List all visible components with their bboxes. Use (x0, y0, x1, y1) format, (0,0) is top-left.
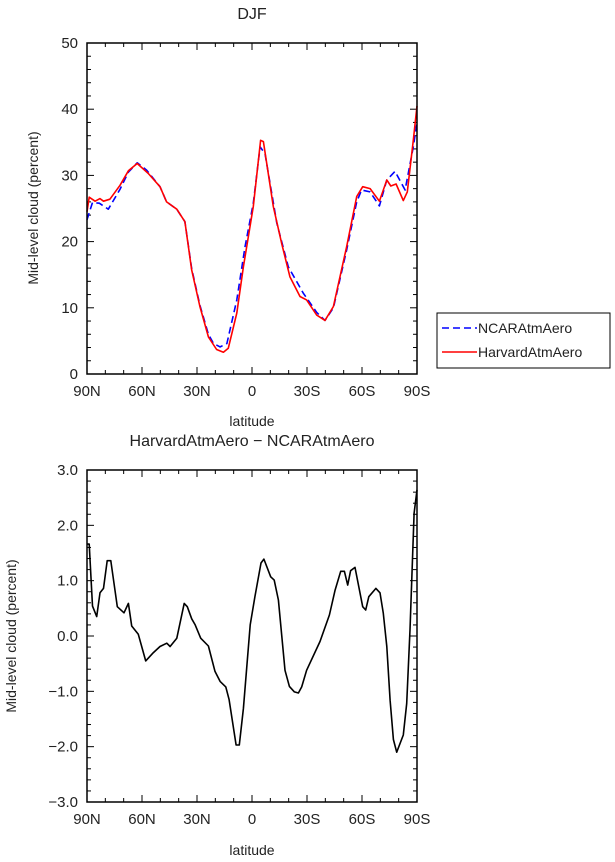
bottom-x-axis-label: latitude (229, 842, 274, 858)
legend-label-harvard: HarvardAtmAero (478, 344, 582, 360)
top-x-axis-label: latitude (229, 413, 274, 429)
y-tick-label: 30 (61, 167, 78, 184)
bottom-plot-frame (86, 469, 418, 803)
top-title: DJF (237, 6, 267, 23)
x-tick-label: 30N (183, 383, 211, 400)
x-tick-label: 60S (349, 811, 376, 828)
y-tick-label: −3.0 (48, 794, 78, 811)
legend: NCARAtmAero HarvardAtmAero (436, 312, 611, 369)
x-tick-label: 0 (248, 811, 256, 828)
legend-box (436, 312, 611, 369)
y-tick-label: 50 (61, 35, 78, 52)
y-tick-label: −1.0 (48, 683, 78, 700)
x-tick-label: 90N (73, 811, 101, 828)
x-tick-label: 90S (404, 383, 431, 400)
x-tick-label: 0 (248, 383, 256, 400)
y-tick-label: −2.0 (48, 739, 78, 756)
y-tick-label: 20 (61, 234, 78, 251)
bottom-y-axis-label: Mid-level cloud (percent) (3, 559, 19, 712)
y-tick-label: 10 (61, 300, 78, 317)
y-tick-label: 40 (61, 101, 78, 118)
x-tick-label: 60S (349, 383, 376, 400)
x-tick-label: 60N (128, 383, 156, 400)
series-line-ncaratmaero (86, 122, 418, 348)
bottom-panel: HarvardAtmAero − NCARAtmAero 90N 60N 30N 0 3… (3, 433, 430, 858)
series-line-harvardatmaero-ncaratmaero (87, 489, 418, 754)
x-tick-label: 60N (128, 811, 156, 828)
y-tick-label: 0 (70, 366, 78, 383)
y-tick-label: 0.0 (57, 628, 78, 645)
legend-label-ncar: NCARAtmAero (478, 320, 572, 336)
series-line-harvardatmaero (86, 105, 418, 354)
top-panel: DJF 90N 60N 30N 0 30S 60S 90S 0 10 20 30 40 50 lati… (25, 6, 611, 429)
y-tick-label: 3.0 (57, 462, 78, 479)
x-tick-label: 90S (404, 811, 431, 828)
x-tick-label: 30N (183, 811, 211, 828)
x-tick-label: 30S (294, 811, 321, 828)
top-y-axis-label: Mid-level cloud (percent) (25, 131, 41, 284)
x-tick-label: 90N (73, 383, 101, 400)
x-tick-label: 30S (294, 383, 321, 400)
bottom-title: HarvardAtmAero − NCARAtmAero (130, 433, 375, 450)
y-tick-label: 2.0 (57, 517, 78, 534)
top-plot-frame (86, 42, 418, 375)
y-tick-label: 1.0 (57, 573, 78, 590)
